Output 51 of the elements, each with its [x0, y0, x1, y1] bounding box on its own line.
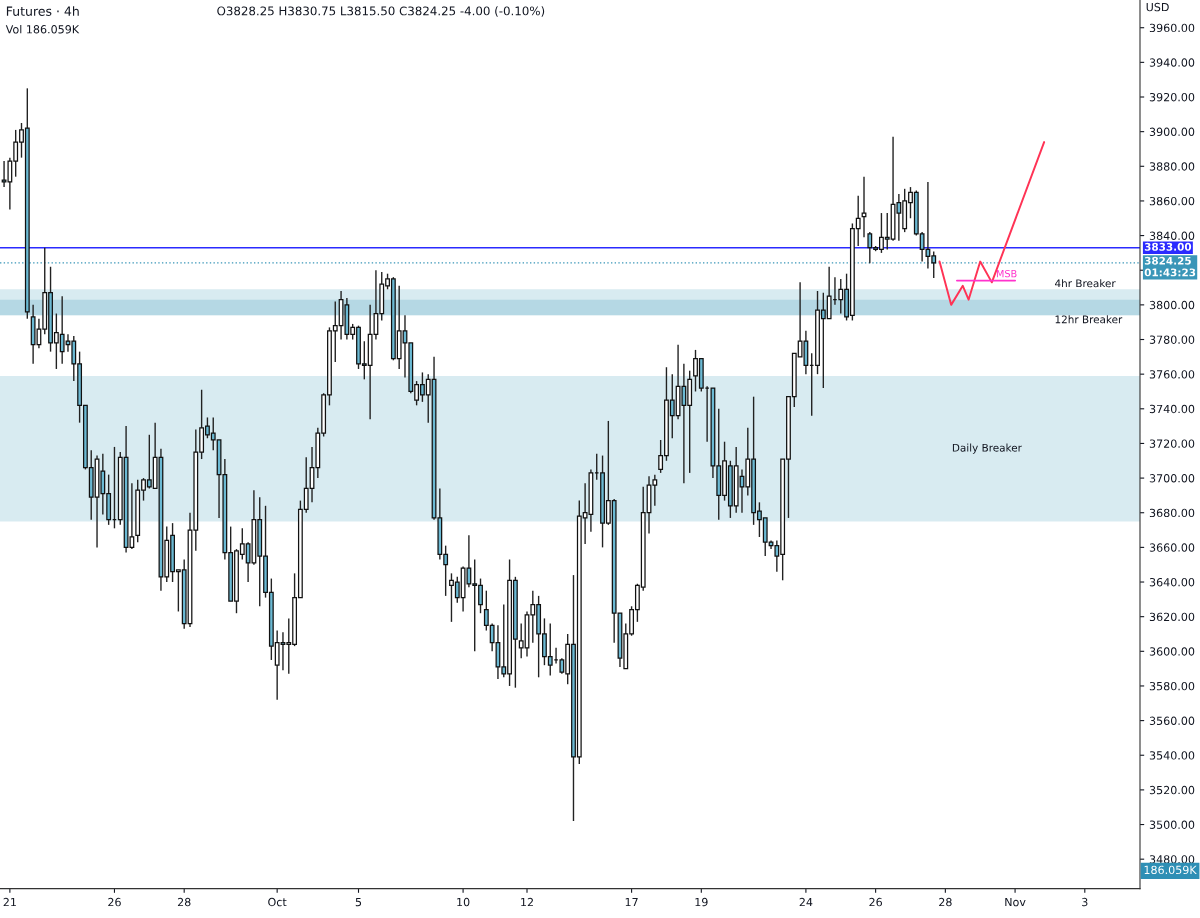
- y-tick-label: 3960.00: [1149, 23, 1195, 33]
- y-tick-label: 3760.00: [1149, 370, 1195, 379]
- band-label: 12hr Breaker: [1055, 315, 1123, 324]
- y-tick-label: 3600.00: [1149, 647, 1195, 656]
- x-tick-label: 12: [521, 897, 533, 907]
- y-tick-label: 3500.00: [1149, 820, 1195, 829]
- x-tick-label: 17: [625, 897, 638, 907]
- y-tick-label: 3580.00: [1149, 681, 1195, 691]
- y-tick-label: 3740.00: [1149, 404, 1195, 414]
- y-tick-label: 3640.00: [1149, 578, 1195, 587]
- chart-title: Futures · 4h: [6, 6, 79, 16]
- ref-line-label: 3824.25 01:43:23: [1144, 256, 1196, 277]
- ref-line-label: 3833.00: [1144, 242, 1192, 251]
- x-tick-label: 26: [869, 897, 882, 907]
- x-tick-label: 24: [799, 897, 813, 907]
- text: 186.059K: [1144, 865, 1197, 875]
- y-tick-label: 3940.00: [1149, 58, 1195, 67]
- x-tick-label: 21: [3, 897, 16, 907]
- chart-subtitle: O3828.25 H3830.75 L3815.50 C3824.25 -4.00 (-0.10%): [217, 6, 545, 17]
- y-tick-label: 3620.00: [1149, 612, 1195, 622]
- y-tick-label: 3900.00: [1149, 127, 1195, 137]
- y-tick-label: 3680.00: [1149, 508, 1195, 518]
- y-tick-label: 3660.00: [1149, 543, 1195, 552]
- y-tick-label: 3560.00: [1149, 716, 1195, 725]
- y-tick-label: 3480.00: [1149, 855, 1195, 864]
- x-tick-label: 26: [108, 897, 121, 907]
- annotation: Vol 186.059K: [5, 24, 80, 34]
- x-tick-label: 19: [695, 897, 708, 907]
- x-tick-label: 3: [1082, 897, 1088, 907]
- y-tick-label: 3540.00: [1149, 751, 1195, 760]
- y-tick-label: 3920.00: [1149, 92, 1195, 102]
- y-tick-label: 3860.00: [1149, 196, 1195, 206]
- line-series: [938, 141, 1046, 306]
- x-tick-label: 28: [177, 897, 191, 907]
- candlestick: [861, 175, 867, 239]
- x-tick-label: 10: [457, 897, 470, 907]
- x-tick-label: 28: [939, 897, 952, 907]
- y-tick-label: 3520.00: [1149, 785, 1195, 795]
- band-label: Daily Breaker: [952, 443, 1022, 454]
- x-tick-label: Nov: [1005, 897, 1026, 907]
- y-tick-label: 3800.00: [1149, 300, 1195, 310]
- x-tick-label: 5: [355, 897, 362, 907]
- x-tick-label: Oct: [268, 897, 287, 907]
- text: USD: [1146, 2, 1169, 12]
- y-tick-label: 3880.00: [1149, 162, 1195, 171]
- y-tick-label: 3700.00: [1149, 474, 1195, 483]
- y-tick-label: 3720.00: [1149, 439, 1195, 448]
- y-tick-label: 3780.00: [1149, 335, 1195, 344]
- y-tick-label: 3840.00: [1149, 231, 1195, 240]
- annotation: MSB: [996, 269, 1017, 278]
- band-label: 4hr Breaker: [1055, 279, 1116, 288]
